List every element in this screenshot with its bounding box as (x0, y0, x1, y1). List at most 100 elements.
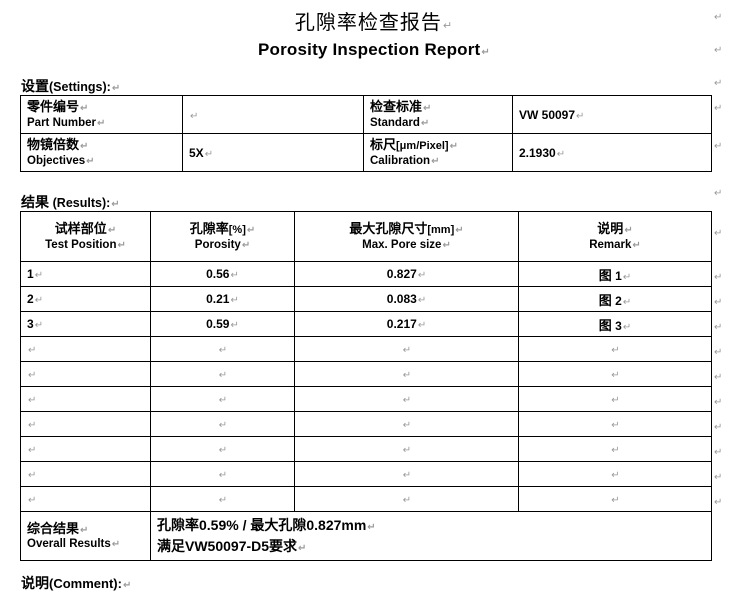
cell-remark-empty[interactable]: ↵ (518, 436, 712, 462)
pilcrow-mark: ↵ (402, 345, 412, 356)
settings-value-objectives[interactable]: 5X↵ (182, 133, 364, 172)
cell-test-position-empty[interactable]: ↵ (20, 336, 151, 362)
settings-label-standard: 检查标准↵ Standard↵ (363, 95, 513, 134)
column-header-test-position-en: Test Position (45, 238, 117, 251)
settings-label-standard-en: Standard (370, 116, 420, 129)
settings-label-part-number-en: Part Number (27, 116, 97, 129)
cell-remark-2[interactable]: 图 2↵ (518, 286, 712, 312)
cell-max-pore-size-empty[interactable]: ↵ (294, 411, 519, 437)
pilcrow-mark: ↵ (402, 395, 412, 406)
figure-number: 3 (611, 318, 622, 333)
pilcrow-mark: ↵ (622, 321, 632, 333)
cell-max-pore-size-3-text: 0.217 (386, 317, 417, 331)
cell-test-position-1[interactable]: 1↵ (20, 261, 151, 287)
results-heading-en: (Results): (52, 196, 111, 210)
table-row-empty: ↵ ↵ ↵ ↵ (20, 411, 712, 437)
pilcrow-mark: ↵ (28, 470, 37, 481)
pilcrow-mark: ↵ (218, 345, 228, 356)
column-header-remark-cn: 说明 (597, 221, 624, 236)
cell-max-pore-size-3[interactable]: 0.217↵ (294, 311, 519, 337)
cell-max-pore-size-empty[interactable]: ↵ (294, 436, 519, 462)
cell-max-pore-size-empty[interactable]: ↵ (294, 486, 519, 512)
cell-porosity-empty[interactable]: ↵ (150, 436, 295, 462)
settings-value-part-number[interactable]: ↵ (182, 95, 364, 134)
pilcrow-mark: ↵ (402, 445, 412, 456)
cell-remark-empty[interactable]: ↵ (518, 336, 712, 362)
pilcrow-mark: ↵ (622, 271, 632, 283)
cell-max-pore-size-empty[interactable]: ↵ (294, 361, 519, 387)
pilcrow-mark: ↵ (481, 47, 491, 58)
cell-test-position-empty[interactable]: ↵ (20, 436, 151, 462)
settings-label-standard-cn: 检查标准 (370, 99, 423, 114)
cell-max-pore-size-empty[interactable]: ↵ (294, 336, 519, 362)
settings-value-calibration[interactable]: 2.1930↵ (512, 133, 712, 172)
cell-test-position-empty[interactable]: ↵ (20, 411, 151, 437)
cell-test-position-empty[interactable]: ↵ (20, 361, 151, 387)
pilcrow-mark: ↵ (431, 155, 440, 167)
overall-results-value[interactable]: 孔隙率0.59% / 最大孔隙0.827mm↵ 满足VW50097-D5要求↵ (150, 511, 712, 561)
cell-porosity-1[interactable]: 0.56↵ (150, 261, 295, 287)
settings-label-calibration: 标尺[μm/Pixel]↵ Calibration↵ (363, 133, 513, 172)
cell-test-position-3-text: 3 (27, 317, 34, 331)
pilcrow-mark: ↵ (111, 539, 121, 550)
cell-porosity-empty[interactable]: ↵ (150, 361, 295, 387)
pilcrow-mark: ↵ (28, 445, 37, 456)
column-header-porosity-unit: [%] (228, 223, 246, 236)
cell-remark-empty[interactable]: ↵ (518, 461, 712, 487)
pilcrow-mark: ↵ (714, 347, 723, 358)
settings-value-standard[interactable]: VW 50097↵ (512, 95, 712, 134)
cell-remark-empty[interactable]: ↵ (518, 386, 712, 412)
cell-max-pore-size-2[interactable]: 0.083↵ (294, 286, 519, 312)
pilcrow-mark: ↵ (714, 45, 723, 56)
cell-porosity-empty[interactable]: ↵ (150, 411, 295, 437)
cell-max-pore-size-1[interactable]: 0.827↵ (294, 261, 519, 287)
pilcrow-mark: ↵ (230, 320, 239, 331)
pilcrow-mark: ↵ (28, 420, 37, 431)
cell-porosity-empty[interactable]: ↵ (150, 486, 295, 512)
pilcrow-mark: ↵ (86, 155, 95, 167)
cell-test-position-2-text: 2 (27, 292, 34, 306)
cell-porosity-empty[interactable]: ↵ (150, 336, 295, 362)
pilcrow-mark: ↵ (714, 447, 723, 458)
cell-test-position-empty[interactable]: ↵ (20, 486, 151, 512)
pilcrow-mark: ↵ (80, 524, 89, 536)
cell-test-position-3[interactable]: 3↵ (20, 311, 151, 337)
table-row: 物镜倍数↵ Objectives↵ 5X↵ 标尺[μm/Pixel]↵ Cali… (20, 133, 712, 172)
cell-max-pore-size-empty[interactable]: ↵ (294, 461, 519, 487)
pilcrow-mark: ↵ (97, 117, 106, 129)
cell-max-pore-size-empty[interactable]: ↵ (294, 386, 519, 412)
cell-porosity-2-text: 0.21 (206, 292, 230, 306)
cell-remark-3[interactable]: 图 3↵ (518, 311, 712, 337)
column-header-max-pore-size-cn: 最大孔隙尺寸 (349, 220, 428, 236)
cell-test-position-2[interactable]: 2↵ (20, 286, 151, 312)
table-row-empty: ↵ ↵ ↵ ↵ (20, 386, 712, 412)
pilcrow-mark: ↵ (34, 270, 44, 281)
pilcrow-mark: ↵ (714, 322, 723, 333)
cell-remark-empty[interactable]: ↵ (518, 361, 712, 387)
pilcrow-mark: ↵ (442, 239, 451, 251)
pilcrow-mark: ↵ (218, 370, 228, 381)
settings-value-calibration-text: 2.1930 (519, 145, 556, 160)
cell-test-position-empty[interactable]: ↵ (20, 461, 151, 487)
pilcrow-mark: ↵ (218, 495, 228, 506)
pilcrow-mark: ↵ (230, 295, 239, 306)
cell-porosity-2[interactable]: 0.21↵ (150, 286, 295, 312)
cell-porosity-empty[interactable]: ↵ (150, 386, 295, 412)
column-header-test-position: 试样部位↵ Test Position↵ (20, 211, 151, 262)
comment-section-heading: 说明(Comment):↵ (21, 573, 131, 593)
cell-remark-empty[interactable]: ↵ (518, 486, 712, 512)
settings-label-calibration-en: Calibration (370, 154, 431, 167)
cell-remark-empty[interactable]: ↵ (518, 411, 712, 437)
table-row-empty: ↵ ↵ ↵ ↵ (20, 436, 712, 462)
cell-porosity-empty[interactable]: ↵ (150, 461, 295, 487)
cell-test-position-empty[interactable]: ↵ (20, 386, 151, 412)
column-header-porosity: 孔隙率[%]↵ Porosity↵ (150, 211, 295, 262)
column-header-porosity-en: Porosity (194, 238, 241, 251)
settings-label-objectives-cn: 物镜倍数 (27, 137, 80, 152)
column-header-max-pore-size: 最大孔隙尺寸[mm]↵ Max. Pore size↵ (294, 211, 519, 262)
pilcrow-mark: ↵ (611, 395, 620, 406)
cell-remark-1[interactable]: 图 1↵ (518, 261, 712, 287)
page-title-cn-text: 孔隙率检查报告 (294, 12, 442, 34)
cell-porosity-3[interactable]: 0.59↵ (150, 311, 295, 337)
pilcrow-mark: ↵ (714, 228, 723, 239)
